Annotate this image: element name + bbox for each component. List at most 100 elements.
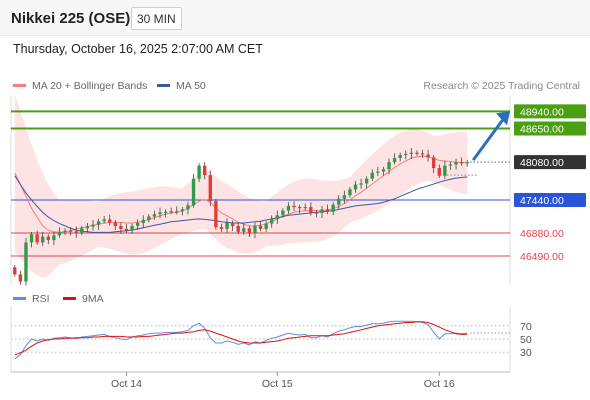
candle-body [96,221,101,225]
legend-rsi: RSI [13,293,50,305]
level-badge-3 [514,192,586,207]
candle-body [124,228,129,231]
forecast-arrow-shaft [471,114,508,162]
candle-body [242,228,246,232]
level-badge-0 [514,104,586,119]
candle-body [465,162,469,164]
candle-body [219,227,224,229]
candle-body [130,225,134,231]
candle-body [46,236,50,241]
candle-body [175,211,179,213]
candle-body [325,209,330,212]
candle-body [409,152,414,154]
credit-text: Research © 2025 Trading Central [423,80,580,92]
candle-body [169,211,173,213]
candle-body [230,222,235,226]
bollinger-band [14,93,468,278]
candle-body [314,212,319,214]
ma50-line [14,175,468,233]
level-badge-2 [514,155,586,170]
interval-selector[interactable]: 30 MIN [131,7,182,30]
candle-body [208,175,212,202]
candle-body [398,155,402,159]
candle-body [186,205,190,210]
candle-body [370,172,374,179]
legend-ma50-label: MA 50 [176,80,206,92]
candle-body [432,157,436,169]
candle-body [392,158,397,163]
candle-body [387,162,391,170]
level-label-2: 48080.00 [520,157,564,169]
candle-body [404,153,408,156]
candle-body [163,211,168,213]
candle-body [158,212,162,215]
candle-body [141,220,145,223]
x-tick-label-2: Oct 16 [424,378,455,390]
candle-body [247,228,252,234]
candle-body [364,178,369,184]
candle-body [286,205,291,211]
chart-datetime: Thursday, October 16, 2025 2:07:00 AM CE… [13,42,263,56]
candle-body [29,234,34,243]
candle-body [437,168,441,176]
rsi-tick-label-30: 30 [520,347,532,359]
candle-body [152,214,157,217]
candle-body [236,225,240,232]
level-badge-1 [514,121,586,136]
candle-body [320,209,324,213]
forecast-arrow-head [496,111,510,126]
candle-body [420,153,425,155]
ma20-swatch [13,83,26,87]
legend-ma20: MA 20 + Bollinger Bands [13,80,147,92]
candle-body [214,201,218,228]
candle-body [337,198,341,205]
candle-body [303,207,307,209]
candle-body [342,195,347,199]
candle-body [18,274,23,282]
header-bar: Nikkei 225 (OSE) 30 MIN [0,0,590,36]
candle-body [203,165,207,176]
candle-body [13,267,17,275]
legend-9ma: 9MA [63,293,104,305]
candle-body [454,162,458,165]
level-label-4: 46880.00 [520,228,564,240]
candle-body [113,222,118,226]
ma9-swatch [63,296,76,300]
rsi-tick-label-50: 50 [520,334,532,346]
legend-9ma-label: 9MA [82,293,104,305]
legend-rsi-label: RSI [32,293,50,305]
level-label-5: 46490.00 [520,251,564,263]
candle-body [102,219,106,222]
candle-body [74,231,78,234]
candle-body [225,222,229,229]
candle-body [180,209,185,212]
rsi-line [14,320,468,360]
candle-body [108,219,112,223]
candle-body [309,207,313,213]
candle-body [353,184,358,190]
legend-ma20-label: MA 20 + Bollinger Bands [32,80,148,92]
candle-body [331,204,335,212]
candle-body [147,216,151,221]
candle-body [57,231,62,236]
candle-body [253,225,257,234]
candle-body [459,162,464,164]
candle-body [119,225,123,229]
level-label-0: 48940.00 [520,106,564,118]
candle-body [85,226,90,229]
rsi-tick-label-70: 70 [520,321,532,333]
level-label-3: 47440.00 [520,195,564,207]
candle-body [275,215,279,219]
candle-body [359,183,363,185]
candle-body [41,236,45,243]
candle-body [24,242,28,282]
ma50-swatch [157,83,170,87]
x-tick-label-0: Oct 14 [111,378,142,390]
candle-body [63,230,67,232]
candle-body [68,230,73,232]
candle-body [35,234,39,243]
legend-ma50: MA 50 [157,80,206,92]
candle-body [426,154,430,158]
instrument-title: Nikkei 225 (OSE) [11,10,131,27]
